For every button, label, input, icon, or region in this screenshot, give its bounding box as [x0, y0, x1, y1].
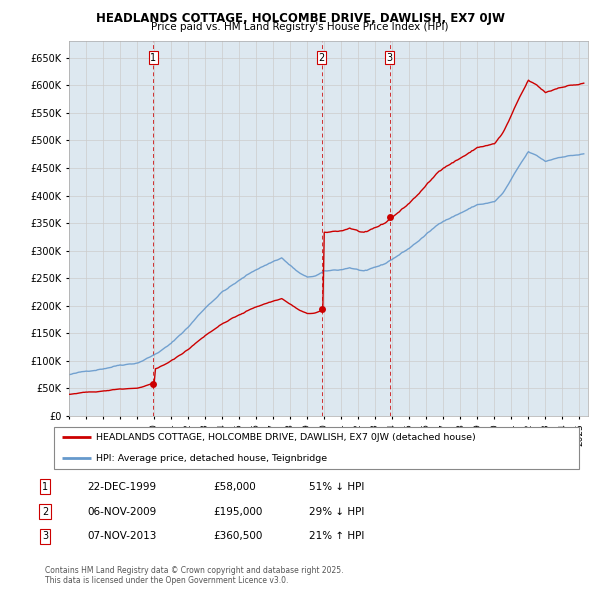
Text: 22-DEC-1999: 22-DEC-1999 — [87, 482, 156, 491]
Text: 07-NOV-2013: 07-NOV-2013 — [87, 532, 157, 541]
Text: £360,500: £360,500 — [213, 532, 262, 541]
Text: 51% ↓ HPI: 51% ↓ HPI — [309, 482, 364, 491]
Text: Contains HM Land Registry data © Crown copyright and database right 2025.
This d: Contains HM Land Registry data © Crown c… — [45, 566, 343, 585]
Text: £58,000: £58,000 — [213, 482, 256, 491]
Text: Price paid vs. HM Land Registry's House Price Index (HPI): Price paid vs. HM Land Registry's House … — [151, 22, 449, 32]
Text: £195,000: £195,000 — [213, 507, 262, 516]
Text: 1: 1 — [42, 482, 48, 491]
Text: 29% ↓ HPI: 29% ↓ HPI — [309, 507, 364, 516]
FancyBboxPatch shape — [54, 427, 579, 469]
Text: 2: 2 — [319, 53, 325, 63]
Text: 3: 3 — [386, 53, 393, 63]
Text: HEADLANDS COTTAGE, HOLCOMBE DRIVE, DAWLISH, EX7 0JW: HEADLANDS COTTAGE, HOLCOMBE DRIVE, DAWLI… — [95, 12, 505, 25]
Text: 1: 1 — [151, 53, 157, 63]
Text: 21% ↑ HPI: 21% ↑ HPI — [309, 532, 364, 541]
Text: 3: 3 — [42, 532, 48, 541]
Text: 06-NOV-2009: 06-NOV-2009 — [87, 507, 156, 516]
Text: 2: 2 — [42, 507, 48, 516]
Text: HEADLANDS COTTAGE, HOLCOMBE DRIVE, DAWLISH, EX7 0JW (detached house): HEADLANDS COTTAGE, HOLCOMBE DRIVE, DAWLI… — [96, 432, 476, 442]
Text: HPI: Average price, detached house, Teignbridge: HPI: Average price, detached house, Teig… — [96, 454, 327, 463]
